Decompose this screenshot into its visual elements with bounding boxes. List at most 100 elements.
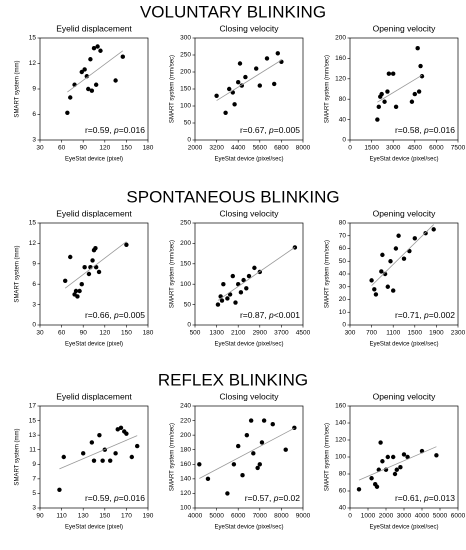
point: [61, 454, 66, 460]
panel-title: Eyelid displacement: [56, 208, 132, 218]
x-tick-label: 7500: [451, 145, 466, 152]
y-tick-label: 200: [335, 35, 346, 42]
y-tick-label: 9: [32, 461, 36, 468]
point: [394, 467, 399, 472]
x-tick-label: 90: [80, 330, 88, 337]
x-tick-label: 3000: [386, 145, 401, 152]
point: [95, 44, 100, 49]
point: [219, 298, 225, 303]
y-axis-label: SMART system (mm/sec): [325, 55, 331, 123]
point: [244, 286, 249, 291]
point: [93, 245, 98, 251]
x-tick-label: 300: [345, 330, 356, 337]
point: [375, 117, 380, 122]
panel-title: Opening velocity: [373, 391, 437, 401]
point: [214, 93, 219, 99]
y-tick-label: 15: [29, 220, 37, 227]
panel-title: Closing velocity: [219, 208, 279, 218]
annotation: r=0.58, p=0.016: [395, 125, 455, 135]
point: [423, 231, 428, 236]
point: [236, 443, 241, 449]
y-tick-label: 7: [32, 476, 36, 483]
x-axis-label: EyeStat device (pixel/sec): [214, 342, 283, 348]
point: [257, 83, 262, 88]
point: [385, 284, 390, 289]
point: [88, 57, 93, 62]
point: [100, 458, 105, 463]
point: [378, 440, 383, 445]
point: [283, 447, 288, 452]
annotation-part: p: [268, 125, 274, 135]
x-tick-label: 2100: [231, 330, 246, 337]
trend-line: [371, 224, 434, 286]
point: [237, 61, 243, 66]
panel-title: Closing velocity: [219, 391, 279, 401]
x-tick-label: 5000: [433, 513, 448, 520]
point: [392, 471, 398, 477]
y-tick-label: 100: [180, 505, 191, 512]
annotation-part: p: [423, 310, 429, 320]
annotation-part: r=0.59,: [85, 493, 114, 503]
annotation-part: p: [113, 125, 119, 135]
y-tick-label: 0: [342, 137, 346, 144]
x-tick-label: 700: [366, 330, 377, 337]
annotation: r=0.67, p=0.005: [240, 125, 300, 135]
point: [225, 296, 230, 301]
x-tick-label: 1300: [209, 330, 224, 337]
point: [398, 465, 403, 470]
x-tick-label: 180: [143, 330, 154, 337]
x-axis-label: EyeStat device (pixel): [65, 157, 123, 163]
point: [238, 290, 244, 295]
point: [391, 71, 396, 76]
plot-frame: [39, 405, 149, 509]
point: [93, 82, 99, 87]
y-axis-label: SMART system (mm/sec): [170, 423, 176, 491]
point: [77, 288, 82, 294]
point: [62, 278, 68, 283]
annotation-part: p: [423, 493, 429, 503]
point: [257, 462, 262, 467]
y-axis-label: SMART system (mm): [15, 428, 21, 485]
x-tick-label: 7000: [253, 513, 268, 520]
point: [86, 86, 91, 92]
x-tick-label: 5600: [253, 145, 268, 152]
x-axis-label: EyeStat device (pixel): [65, 525, 123, 531]
point: [251, 451, 256, 456]
annotation-part: r=0.66,: [85, 310, 114, 320]
x-tick-label: 2000: [188, 145, 203, 152]
y-tick-label: 0: [187, 322, 191, 329]
y-axis-label: SMART system (mm/sec): [170, 55, 176, 123]
x-tick-label: 30: [36, 145, 44, 152]
y-tick-label: 80: [339, 471, 347, 478]
y-tick-label: 15: [29, 417, 37, 424]
y-tick-label: 200: [180, 69, 191, 76]
x-axis-label: EyeStat device (pixel/sec): [369, 342, 438, 348]
annotation: r=0.87, p<0.001: [240, 310, 300, 320]
annotation-part: =0.005: [119, 310, 146, 320]
x-tick-label: 90: [80, 145, 88, 152]
point: [82, 265, 87, 270]
point: [197, 462, 202, 467]
y-tick-label: 100: [180, 103, 191, 110]
panel-title: Opening velocity: [373, 208, 437, 218]
panel-title: Closing velocity: [219, 23, 279, 33]
point: [89, 88, 95, 93]
point: [418, 63, 423, 69]
x-tick-label: 120: [99, 330, 110, 337]
annotation-part: p: [113, 493, 119, 503]
y-tick-label: 160: [335, 403, 346, 410]
plot-frame: [39, 222, 149, 326]
point: [369, 476, 374, 481]
annotation-part: =0.016: [429, 125, 456, 135]
point: [412, 91, 417, 97]
point: [391, 454, 396, 460]
annotation-part: =0.005: [274, 125, 301, 135]
point: [79, 69, 84, 75]
y-tick-label: 50: [339, 258, 347, 265]
x-tick-label: 500: [190, 330, 201, 337]
y-tick-label: 60: [339, 245, 347, 252]
point: [73, 288, 79, 294]
point: [372, 287, 377, 292]
x-tick-label: 4000: [415, 513, 430, 520]
point: [409, 99, 415, 104]
